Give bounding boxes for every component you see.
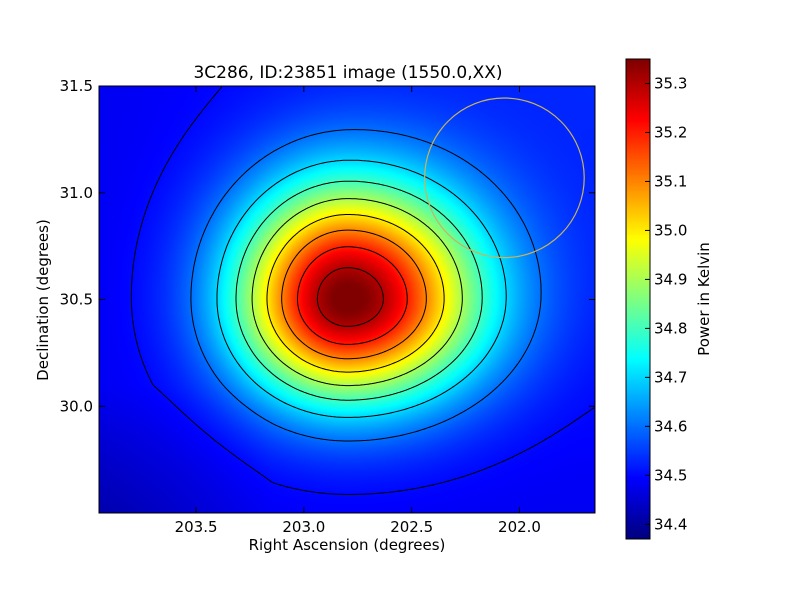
x-tick-label: 202.5: [390, 518, 433, 536]
colorbar-tick-label: 34.7: [654, 368, 687, 386]
x-tick-label: 203.5: [175, 518, 218, 536]
colorbar-tick-label: 34.5: [654, 466, 687, 484]
colorbar-tick-label: 34.9: [654, 270, 687, 288]
contour-line-5: [266, 214, 445, 373]
contour-line-3: [235, 180, 483, 401]
y-axis-label: Declination (degrees): [34, 219, 52, 381]
y-tick-label: 30.5: [60, 291, 93, 309]
contour-line-1: [190, 129, 542, 442]
x-tick-label: 203.0: [282, 518, 325, 536]
y-tick-label: 30.0: [60, 397, 93, 415]
circle-marker: [424, 97, 585, 259]
colorbar-tick-label: 35.1: [654, 172, 687, 190]
x-axis: 203.5 203.0 202.5 202.0: [175, 86, 541, 536]
colorbar-ticks: 34.4 34.5 34.6 34.7 34.8 34.9 35.0 35.1 35.2 35.3: [645, 74, 687, 533]
x-axis-label: Right Ascension (degrees): [249, 536, 446, 554]
colorbar-tick-label: 35.3: [654, 74, 687, 92]
colorbar-gradient: [626, 59, 650, 539]
colorbar: 34.4 34.5 34.6 34.7 34.8 34.9 35.0 35.1 35.2 35.3…: [625, 58, 713, 540]
contour-line-7: [297, 246, 408, 345]
colorbar-label: Power in Kelvin: [695, 242, 713, 356]
y-tick-label: 31.5: [60, 77, 93, 95]
colorbar-tick-label: 34.8: [654, 319, 687, 337]
heatmap-image: [99, 86, 595, 513]
colorbar-tick-label: 35.2: [654, 123, 687, 141]
contour-line-4: [251, 198, 463, 387]
x-tick-label: 202.0: [498, 518, 541, 536]
chart-title: 3C286, ID:23851 image (1550.0,XX): [193, 63, 502, 83]
contour-lines: [130, 86, 595, 495]
colorbar-tick-label: 34.6: [654, 417, 687, 435]
contour-line-8: [316, 267, 384, 327]
y-axis: 30.0 30.5 31.0 31.5: [60, 77, 595, 415]
colorbar-frame: [625, 58, 651, 540]
y-tick-label: 31.0: [60, 184, 93, 202]
contour-line-6: [281, 229, 427, 360]
colorbar-tick-label: 34.4: [654, 515, 687, 533]
plot-area: [98, 85, 596, 514]
contour-line-0: [130, 86, 595, 495]
colorbar-tick-label: 35.0: [654, 221, 687, 239]
contour-line-2: [216, 159, 507, 418]
